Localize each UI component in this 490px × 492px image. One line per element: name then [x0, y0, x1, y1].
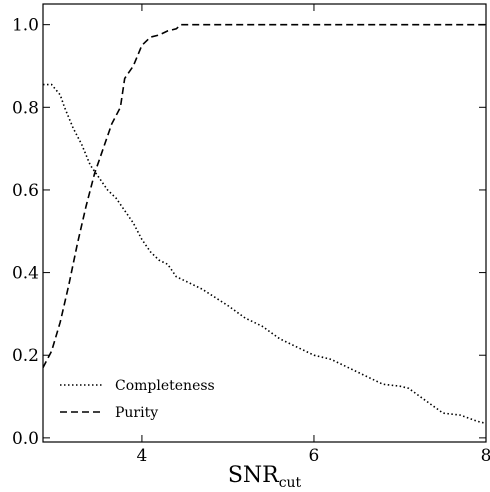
legend-label-completeness: Completeness	[115, 378, 215, 394]
y-tick-label: 0.8	[12, 98, 39, 118]
series-line-purity	[43, 23, 486, 368]
y-tick-label: 0.0	[12, 429, 39, 449]
legend-label-purity: Purity	[115, 405, 158, 421]
x-axis-label: SNRcut	[228, 463, 302, 491]
plot-frame	[42, 3, 487, 443]
series-line-completeness	[43, 83, 486, 425]
x-tick-label: 4	[137, 446, 148, 466]
ticks-layer: 4 6 8 0.0 0.2 0.4 0.6 0.8 1.0	[12, 4, 490, 466]
series-layer	[43, 23, 486, 425]
x-tick-label: 8	[481, 446, 490, 466]
y-tick-label: 0.6	[12, 181, 39, 201]
y-tick-label: 1.0	[12, 16, 39, 36]
legend: Completeness Purity	[60, 378, 215, 421]
x-axis-label-main: SNR	[228, 463, 280, 488]
x-tick-label: 6	[309, 446, 320, 466]
y-tick-label: 0.2	[12, 346, 39, 366]
x-axis-label-subscript: cut	[279, 475, 302, 491]
y-tick-label: 0.4	[12, 264, 39, 284]
